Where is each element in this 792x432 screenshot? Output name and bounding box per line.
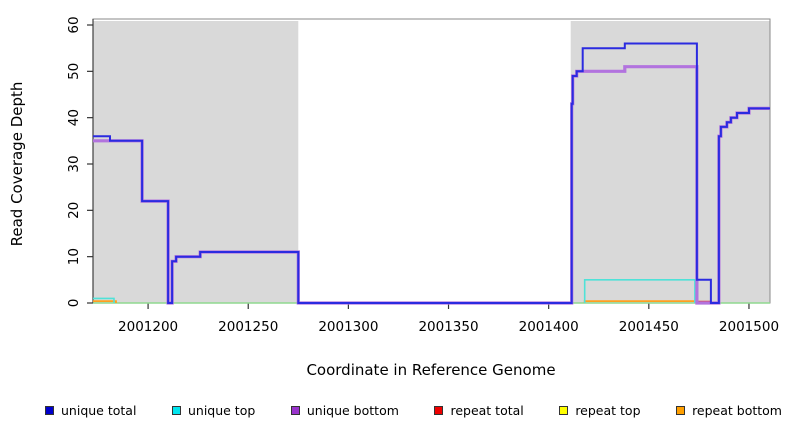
y-tick-label: 0 [66,299,82,308]
y-tick-label: 60 [66,16,82,33]
axes-layer: 2001200 2001250 2001300 2001350 2001400 20014… [66,16,779,335]
x-tick-label: 2001300 [318,319,378,335]
legend-label: repeat top [575,402,641,418]
y-tick-label: 50 [66,63,82,80]
legend-item-repeat-total: repeat total [434,402,524,418]
legend-label: repeat total [450,402,524,418]
legend-item-unique-total: unique total [45,403,136,418]
series-line-repeat-bottom [93,300,117,303]
y-tick-label: 20 [66,202,82,219]
legend: unique total unique top unique bottom re… [45,401,782,419]
shaded-region [570,21,770,303]
legend-item-repeat-bottom: repeat bottom [676,403,782,418]
x-tick-label: 2001200 [118,319,178,335]
repeat-total-swatch-icon [434,405,444,415]
series-line-unique-total [93,42,770,304]
unique-bottom-swatch-icon [290,405,300,415]
y-tick-label: 30 [66,155,82,172]
shaded-regions [93,21,770,303]
y-axis-title: Read Coverage Depth [8,82,26,247]
repeat-bottom-swatch-icon [676,405,686,415]
repeat-top-swatch-icon [559,405,569,415]
legend-label: unique bottom [306,402,399,418]
y-tick-label: 10 [66,248,82,265]
legend-label: unique top [187,402,256,418]
series-line-unique-top [583,279,696,303]
legend-label: unique total [61,402,137,418]
y-tick-label: 40 [66,109,82,126]
unique-total-swatch-icon [45,405,54,415]
shaded-region [93,21,299,303]
x-tick-label: 2001350 [418,319,478,335]
legend-label: repeat bottom [692,402,782,418]
x-axis-title: Coordinate in Reference Genome [306,361,555,379]
x-tick-label: 2001250 [218,319,278,335]
legend-item-unique-bottom: unique bottom [290,402,399,418]
x-tick-label: 2001450 [619,319,679,335]
legend-item-repeat-top: repeat top [559,402,641,418]
x-tick-label: 2001500 [719,319,779,335]
unique-top-swatch-icon [171,405,181,415]
legend-item-unique-top: unique top [171,402,256,418]
series-layer [93,42,770,305]
series-line-unique-top [93,297,115,303]
x-tick-label: 2001400 [519,319,579,335]
